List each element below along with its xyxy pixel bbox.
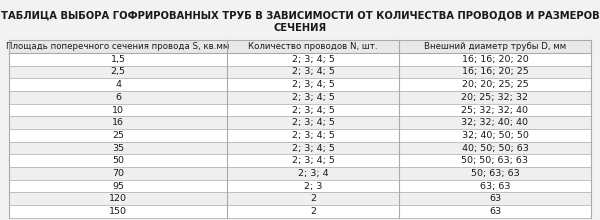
Text: 35: 35 xyxy=(112,144,124,152)
Text: 25: 25 xyxy=(112,131,124,140)
Text: 1,5: 1,5 xyxy=(110,55,125,64)
Text: 25; 32; 32; 40: 25; 32; 32; 40 xyxy=(461,106,529,115)
Text: 2: 2 xyxy=(310,207,316,216)
Text: 4: 4 xyxy=(115,80,121,89)
Text: 50; 63; 63: 50; 63; 63 xyxy=(470,169,520,178)
Text: 150: 150 xyxy=(109,207,127,216)
Text: 2; 3; 4; 5: 2; 3; 4; 5 xyxy=(292,118,335,127)
Text: 120: 120 xyxy=(109,194,127,203)
Text: 63; 63: 63; 63 xyxy=(480,182,510,191)
Text: Площадь поперечного сечения провода S, кв.мм: Площадь поперечного сечения провода S, к… xyxy=(7,42,230,51)
Bar xyxy=(9,40,591,218)
Text: 20; 25; 32; 32: 20; 25; 32; 32 xyxy=(461,93,529,102)
Text: 2,5: 2,5 xyxy=(110,68,125,77)
Text: 2: 2 xyxy=(310,194,316,203)
Text: 2; 3; 4; 5: 2; 3; 4; 5 xyxy=(292,131,335,140)
Text: 2; 3; 4; 5: 2; 3; 4; 5 xyxy=(292,93,335,102)
Text: 50: 50 xyxy=(112,156,124,165)
Text: 10: 10 xyxy=(112,106,124,115)
Bar xyxy=(9,40,591,53)
Text: СЕЧЕНИЯ: СЕЧЕНИЯ xyxy=(274,23,326,33)
Text: 2; 3; 4; 5: 2; 3; 4; 5 xyxy=(292,144,335,152)
Text: ТАБЛИЦА ВЫБОРА ГОФРИРОВАННЫХ ТРУБ В ЗАВИСИМОСТИ ОТ КОЛИЧЕСТВА ПРОВОДОВ И РАЗМЕРО: ТАБЛИЦА ВЫБОРА ГОФРИРОВАННЫХ ТРУБ В ЗАВИ… xyxy=(1,10,599,20)
Bar xyxy=(9,91,591,104)
Text: 2; 3; 4; 5: 2; 3; 4; 5 xyxy=(292,68,335,77)
Text: 6: 6 xyxy=(115,93,121,102)
Bar xyxy=(9,142,591,154)
Text: 16; 16; 20; 25: 16; 16; 20; 25 xyxy=(461,68,529,77)
Text: 16; 16; 20; 20: 16; 16; 20; 20 xyxy=(461,55,529,64)
Text: 2; 3; 4: 2; 3; 4 xyxy=(298,169,328,178)
Text: 2; 3; 4; 5: 2; 3; 4; 5 xyxy=(292,80,335,89)
Text: 95: 95 xyxy=(112,182,124,191)
Text: 2; 3; 4; 5: 2; 3; 4; 5 xyxy=(292,55,335,64)
Text: Внешний диаметр трубы D, мм: Внешний диаметр трубы D, мм xyxy=(424,42,566,51)
Text: 63: 63 xyxy=(489,194,501,203)
Text: 16: 16 xyxy=(112,118,124,127)
Text: 32; 32; 40; 40: 32; 32; 40; 40 xyxy=(461,118,529,127)
Text: 2; 3; 4; 5: 2; 3; 4; 5 xyxy=(292,106,335,115)
Text: 50; 50; 63; 63: 50; 50; 63; 63 xyxy=(461,156,529,165)
Text: 63: 63 xyxy=(489,207,501,216)
Bar xyxy=(9,66,591,78)
Text: 2; 3: 2; 3 xyxy=(304,182,322,191)
Bar xyxy=(9,167,591,180)
Text: 20; 20; 25; 25: 20; 20; 25; 25 xyxy=(461,80,529,89)
Text: 2; 3; 4; 5: 2; 3; 4; 5 xyxy=(292,156,335,165)
Bar xyxy=(9,192,591,205)
Text: 32; 40; 50; 50: 32; 40; 50; 50 xyxy=(461,131,529,140)
Text: 70: 70 xyxy=(112,169,124,178)
Bar xyxy=(9,116,591,129)
Text: 40; 50; 50; 63: 40; 50; 50; 63 xyxy=(461,144,529,152)
Text: Количество проводов N, шт.: Количество проводов N, шт. xyxy=(248,42,378,51)
